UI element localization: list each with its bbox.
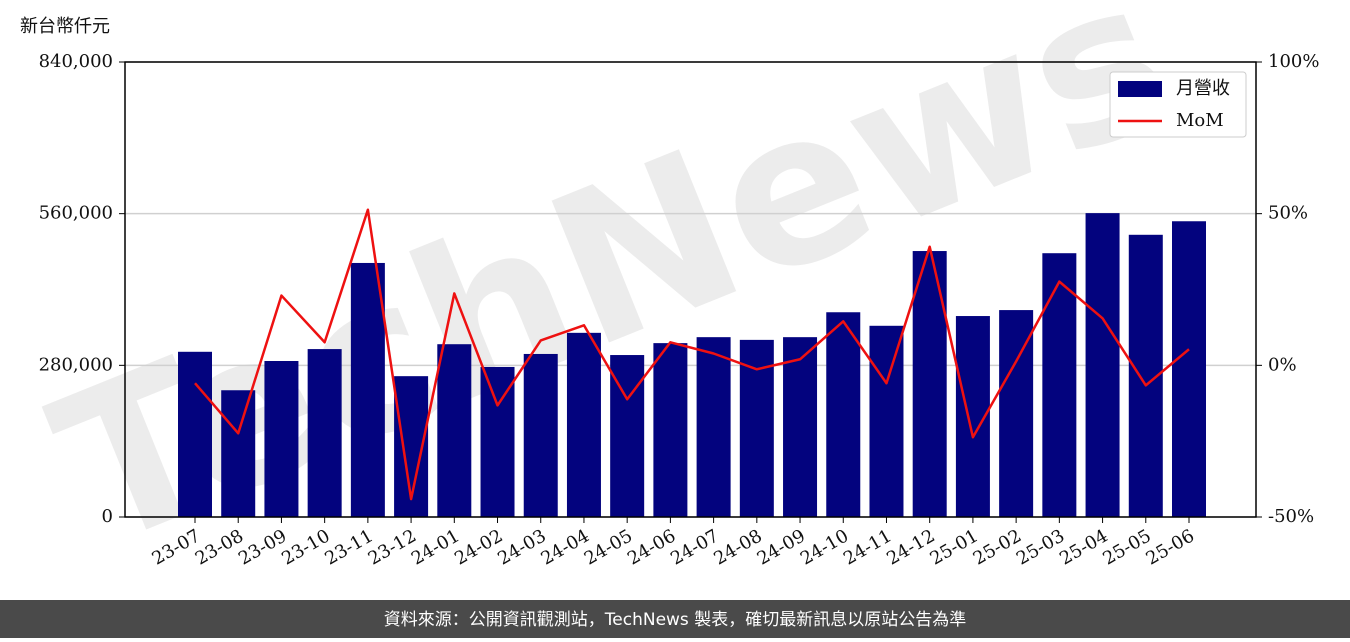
x-tick-label: 25-02 bbox=[970, 525, 1025, 569]
y-tick-label: 560,000 bbox=[39, 203, 113, 224]
bar bbox=[178, 351, 212, 517]
x-tick-label: 24-06 bbox=[624, 525, 679, 569]
bar bbox=[221, 390, 256, 517]
footer-bar bbox=[0, 600, 1350, 638]
legend-swatch bbox=[1118, 81, 1162, 97]
x-tick-label: 24-03 bbox=[494, 525, 549, 569]
x-tick-label: 24-02 bbox=[451, 525, 506, 569]
bar bbox=[869, 325, 904, 517]
bar bbox=[437, 344, 472, 517]
x-tick-label: 24-07 bbox=[667, 525, 722, 569]
bar bbox=[696, 337, 731, 517]
x-tick-label: 24-04 bbox=[538, 525, 593, 569]
x-tick-label: 24-12 bbox=[883, 525, 938, 569]
bar bbox=[912, 251, 947, 517]
x-tick-label: 25-05 bbox=[1099, 525, 1154, 569]
x-tick-label: 24-05 bbox=[581, 525, 636, 569]
y2-tick-label: 100% bbox=[1268, 51, 1319, 72]
x-tick-label: 25-03 bbox=[1013, 525, 1068, 569]
x-tick-label: 25-01 bbox=[926, 525, 981, 569]
bar bbox=[1042, 253, 1077, 518]
bar bbox=[999, 310, 1034, 517]
plot-frame bbox=[124, 61, 1257, 518]
bar bbox=[653, 343, 688, 517]
legend-label: 月營收 bbox=[1176, 78, 1230, 99]
bar bbox=[307, 349, 342, 517]
legend-label: MoM bbox=[1176, 110, 1224, 131]
x-tick-label: 23-12 bbox=[365, 525, 420, 569]
y2-tick-label: 0% bbox=[1268, 354, 1297, 375]
x-tick-label: 24-10 bbox=[797, 525, 852, 569]
bar bbox=[523, 353, 558, 517]
y-tick-label: 0 bbox=[102, 506, 113, 527]
bar bbox=[826, 312, 861, 517]
bar bbox=[783, 337, 818, 517]
x-tick-label: 23-11 bbox=[321, 525, 376, 569]
bar bbox=[1085, 213, 1120, 517]
bar bbox=[1172, 221, 1206, 517]
y-tick-label: 280,000 bbox=[39, 354, 113, 375]
x-tick-label: 23-10 bbox=[278, 525, 333, 569]
x-tick-label: 25-06 bbox=[1143, 525, 1198, 569]
bar bbox=[566, 332, 601, 517]
y2-tick-label: 50% bbox=[1268, 203, 1308, 224]
x-tick-label: 24-01 bbox=[408, 525, 463, 569]
footer-source: 資料來源：公開資訊觀測站，TechNews 製表，確切最新訊息以原站公告為準 bbox=[384, 610, 966, 630]
x-tick-label: 24-08 bbox=[710, 525, 765, 569]
y-tick-label: 840,000 bbox=[39, 51, 113, 72]
y2-tick-label: -50% bbox=[1268, 506, 1314, 527]
bar bbox=[264, 361, 299, 517]
x-tick-label: 24-09 bbox=[754, 525, 809, 569]
mom-line bbox=[194, 208, 1190, 501]
y-axis-label: 新台幣仟元 bbox=[20, 16, 110, 37]
x-tick-label: 25-04 bbox=[1056, 525, 1111, 569]
x-tick-label: 24-11 bbox=[840, 525, 895, 569]
bar bbox=[350, 262, 385, 517]
bar bbox=[480, 366, 515, 517]
